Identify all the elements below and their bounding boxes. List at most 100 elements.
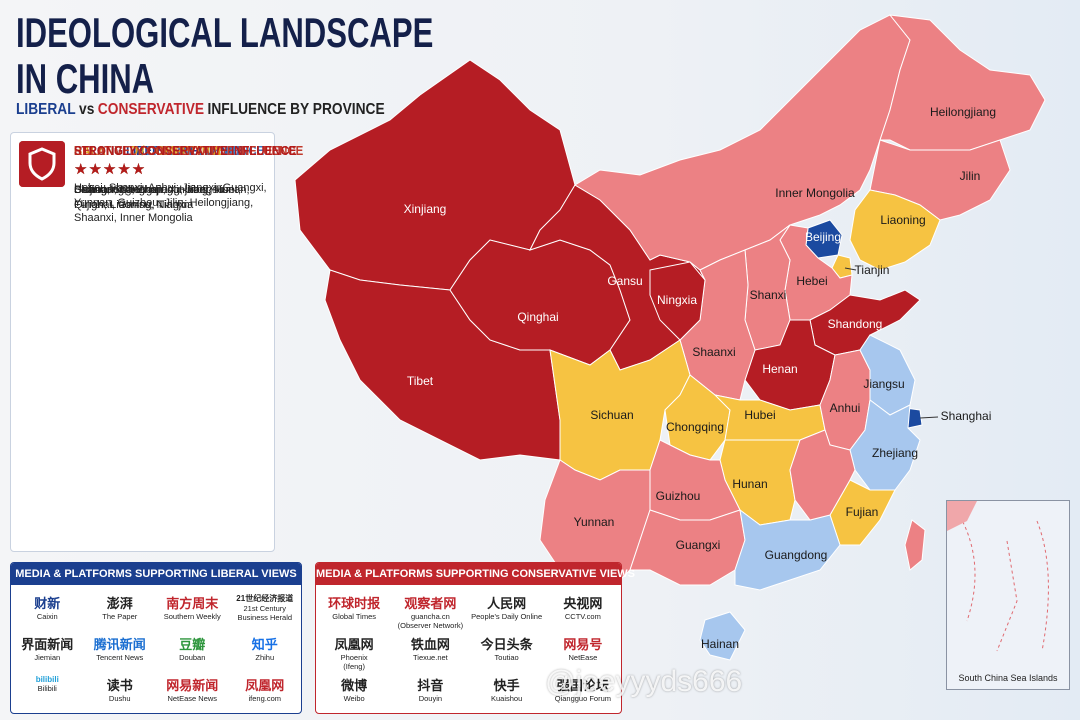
legend-stars: ★★★★★ — [74, 161, 147, 178]
media-caption: Caixin — [36, 612, 58, 621]
legend-provinces: Hebei, Shanxi, Anhui, Jiangxi, Guangxi, … — [74, 182, 267, 224]
media-logo: 腾讯新闻 — [93, 637, 146, 652]
province-label: Chongqing — [666, 420, 724, 434]
leader-line — [844, 267, 857, 271]
legend-item: RELATIVELY CONSERVATIVE INFLUENCE ★★★★☆ He… — [11, 141, 303, 469]
media-logo: 铁血网 — [410, 637, 450, 652]
province-label: Sichuan — [590, 408, 633, 422]
subtitle-part: INFLUENCE BY PROVINCE — [207, 101, 385, 118]
province-label: Liaoning — [880, 213, 925, 227]
taiwan — [904, 519, 926, 571]
media-panel: MEDIA & PLATFORMS SUPPORTING CONSERVATIV… — [315, 562, 635, 717]
media-item: 强国论坛 Qiangguo Forum — [545, 675, 621, 717]
media-logo: 凤凰网 — [334, 637, 374, 652]
province-label: Qinghai — [517, 310, 558, 324]
province-label: Ningxia — [657, 293, 697, 307]
province-label: Tianjin — [855, 263, 890, 277]
media-item: 界面新闻 Jiemian — [11, 634, 84, 676]
media-caption: Tencent News — [96, 653, 144, 662]
media-header: MEDIA & PLATFORMS SUPPORTING CONSERVATIV… — [316, 563, 635, 585]
subtitle-part: CONSERVATIVE — [97, 101, 205, 118]
legend-stars: ★★★★☆ — [74, 161, 147, 178]
province-label: Hunan — [732, 477, 767, 491]
media-item: 铁血网 Tiexue.net — [392, 634, 468, 676]
media-caption: Global Times — [332, 612, 377, 621]
legend-provinces: Shandong, Henan, Xinjiang, Tibet, Qingha… — [74, 184, 241, 211]
province-label: Inner Mongolia — [775, 186, 855, 200]
subtitle-part: LIBERAL — [16, 101, 76, 118]
province-label: Fujian — [846, 505, 879, 519]
province — [699, 611, 746, 661]
media-item: 网易号 NetEase — [545, 634, 621, 676]
media-logo: 今日头条 — [480, 637, 533, 652]
watermark: @joeyyyds666 — [545, 665, 743, 698]
media-logo: 南方周末 — [166, 596, 219, 611]
jiangxi — [789, 429, 856, 521]
icon-glyph — [28, 147, 56, 181]
inset-label: South China Sea Islands — [958, 673, 1058, 683]
subtitle: LIBERAL vs CONSERVATIVE INFLUENCE BY PROVIN… — [16, 101, 388, 119]
media-item: 快手 Kuaishou — [469, 675, 545, 717]
province — [849, 189, 941, 271]
legend-stars: ★★★☆☆ — [74, 161, 147, 178]
media-item: 抖音 Douyin — [392, 675, 468, 717]
province — [734, 508, 841, 591]
media-panel: MEDIA & PLATFORMS SUPPORTING LIBERAL VIE… — [10, 562, 302, 714]
media-caption: (Observer Network) — [397, 621, 464, 630]
province-label: Shaanxi — [692, 345, 735, 359]
legend-title: RELATIVELY LIBERAL INFLUENCE — [74, 143, 265, 158]
province-label: Gansu — [607, 274, 642, 288]
legend-title: BALANCED / COMPETITIVE — [74, 143, 226, 158]
media-logo: 观察者网 — [404, 596, 457, 611]
media-caption: guancha.cn — [410, 612, 450, 621]
media-caption: Jiemian — [34, 653, 61, 662]
legend-item: BALANCED / COMPETITIVE ★★★☆☆ Sichuan, Chon… — [11, 141, 274, 371]
media-header: MEDIA & PLATFORMS SUPPORTING LIBERAL VIE… — [11, 563, 301, 585]
media-caption: 21st Century Business Herald — [237, 604, 293, 622]
legend-stars: ★★★★☆ — [74, 161, 147, 178]
legend-stars: ★★★★★ — [74, 161, 147, 178]
province-label: Hainan — [701, 637, 739, 651]
media-logo: 抖音 — [417, 678, 444, 693]
media-logo: 网易新闻 — [166, 678, 219, 693]
media-caption: (Ifeng) — [343, 662, 365, 671]
legend-title: STRONG LIBERAL INFLUENCE — [74, 143, 245, 158]
media-item: 网易新闻 NetEase News — [156, 675, 229, 717]
media-logo: 21世纪经济报道 — [236, 594, 294, 603]
province-label: Guizhou — [656, 489, 701, 503]
media-caption: Zhihu — [255, 653, 275, 662]
media-caption: Weibo — [343, 694, 365, 703]
province-label: Heilongjiang — [930, 105, 996, 119]
media-item: 凤凰网 Phoenix (Ifeng) — [316, 634, 392, 676]
media-caption: Phoenix — [340, 653, 368, 662]
media-item: 环球时报 Global Times — [316, 593, 392, 635]
province — [629, 509, 746, 586]
media-item: 微博 Weibo — [316, 675, 392, 717]
media-item: 今日头条 Toutiao — [469, 634, 545, 676]
media-item: 央视网 CCTV.com — [545, 593, 621, 635]
media-logo: 网易号 — [563, 637, 603, 652]
media-item: 财新 Caixin — [11, 593, 84, 635]
media-caption: Douban — [179, 653, 206, 662]
province-label: Tibet — [407, 374, 434, 388]
province-label: Hebei — [796, 274, 827, 288]
media-logo: 人民网 — [487, 596, 527, 611]
media-logo: 快手 — [493, 678, 520, 693]
title-line: IDEOLOGICAL LANDSCAPE — [16, 9, 434, 56]
media-logo: 豆瓣 — [179, 637, 206, 652]
media-caption: Southern Weekly — [163, 612, 221, 621]
province — [574, 14, 911, 271]
legend-icon — [19, 141, 65, 187]
media-caption: NetEase — [568, 653, 598, 662]
legend-provinces: Beijing, Shanghai — [74, 184, 160, 196]
media-item: 凤凰网 ifeng.com — [229, 675, 302, 717]
title: IDEOLOGICAL LANDSCAPE IN CHINA — [16, 10, 433, 102]
leader-line — [919, 416, 939, 419]
province — [649, 261, 706, 341]
province-label: Xinjiang — [404, 202, 447, 216]
media-caption: Qiangguo Forum — [554, 694, 612, 703]
legend-title: STRONGLY CONSERVATIVE INFLUENCE — [74, 143, 297, 158]
media-logo: 强国论坛 — [556, 678, 609, 693]
